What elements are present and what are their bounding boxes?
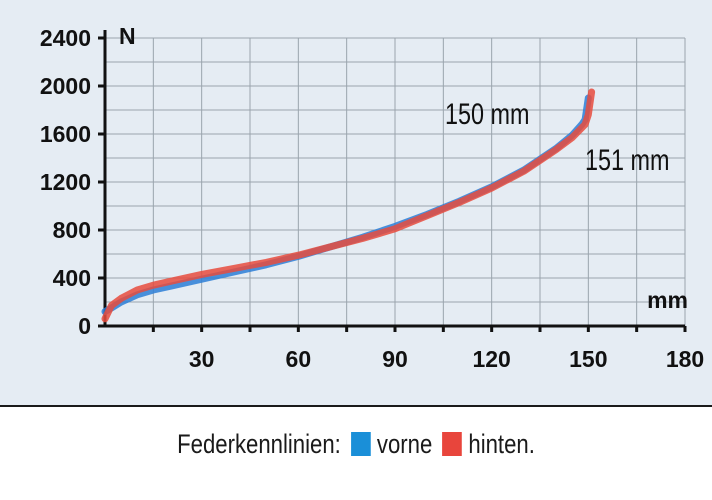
x-axis-label: mm	[647, 287, 688, 313]
legend-swatch-vorne	[350, 432, 371, 456]
y-axis-label: N	[119, 23, 136, 49]
legend-suffix: .	[528, 428, 535, 459]
x-tick-label: 120	[472, 346, 510, 372]
x-tick-label: 30	[189, 346, 215, 372]
divider	[0, 405, 712, 407]
legend-label-vorne: vorne	[376, 428, 433, 459]
x-tick-label: 90	[382, 346, 408, 372]
y-tick-label: 400	[53, 265, 91, 291]
legend-swatch-hinten	[442, 432, 462, 456]
legend: Federkennlinien: vorne hinten.	[64, 418, 648, 470]
x-tick-label: 60	[286, 346, 312, 372]
annotation-150mm: 150 mm	[445, 97, 529, 130]
plot-panel	[0, 0, 712, 405]
y-tick-label: 800	[53, 217, 91, 243]
x-tick-label: 150	[569, 346, 607, 372]
y-tick-label: 1600	[40, 121, 91, 147]
series-line-hinten	[101, 88, 596, 323]
x-tick-label: 180	[666, 346, 704, 372]
annotation-151mm: 151 mm	[585, 143, 669, 176]
legend-label-hinten: hinten	[468, 428, 529, 459]
spring-curve-chart: 0 400 800 1200 1600 2000 2400 30 60 90 120 150 180 Nm…	[40, 23, 704, 372]
legend-prefix: Federkennlinien:	[177, 428, 341, 459]
y-tick-label: 2400	[40, 25, 91, 51]
y-tick-label: 0	[78, 313, 91, 339]
y-tick-label: 1200	[40, 169, 91, 195]
y-tick-label: 2000	[40, 73, 91, 99]
